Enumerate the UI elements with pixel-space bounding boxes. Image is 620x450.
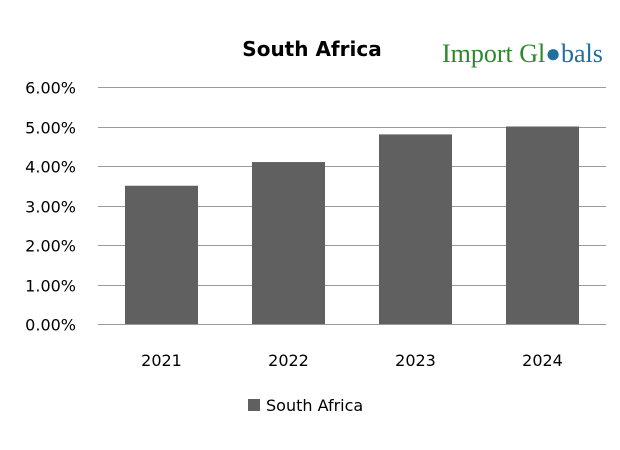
- legend-swatch: [248, 399, 260, 411]
- bar-2024: [506, 126, 579, 324]
- x-tick-label: 2021: [141, 351, 182, 370]
- logo-text: Import Gl●bals: [442, 39, 603, 68]
- bar-2022: [252, 162, 325, 324]
- y-tick-label: 0.00%: [25, 316, 76, 335]
- logo: Import Gl●bals: [442, 39, 603, 68]
- y-tick-label: 3.00%: [25, 198, 76, 217]
- y-tick-label: 5.00%: [25, 119, 76, 138]
- y-tick-label: 6.00%: [25, 79, 76, 98]
- bar-2023: [379, 134, 452, 324]
- legend: South Africa: [248, 396, 363, 415]
- x-tick-label: 2022: [268, 351, 309, 370]
- y-tick-label: 1.00%: [25, 277, 76, 296]
- y-tick-label: 2.00%: [25, 237, 76, 256]
- x-tick-label: 2023: [395, 351, 436, 370]
- bar-2021: [125, 185, 198, 324]
- x-tick-label: 2024: [522, 351, 563, 370]
- y-tick-label: 4.00%: [25, 158, 76, 177]
- legend-label: South Africa: [266, 396, 363, 415]
- chart-title: South Africa: [242, 37, 381, 61]
